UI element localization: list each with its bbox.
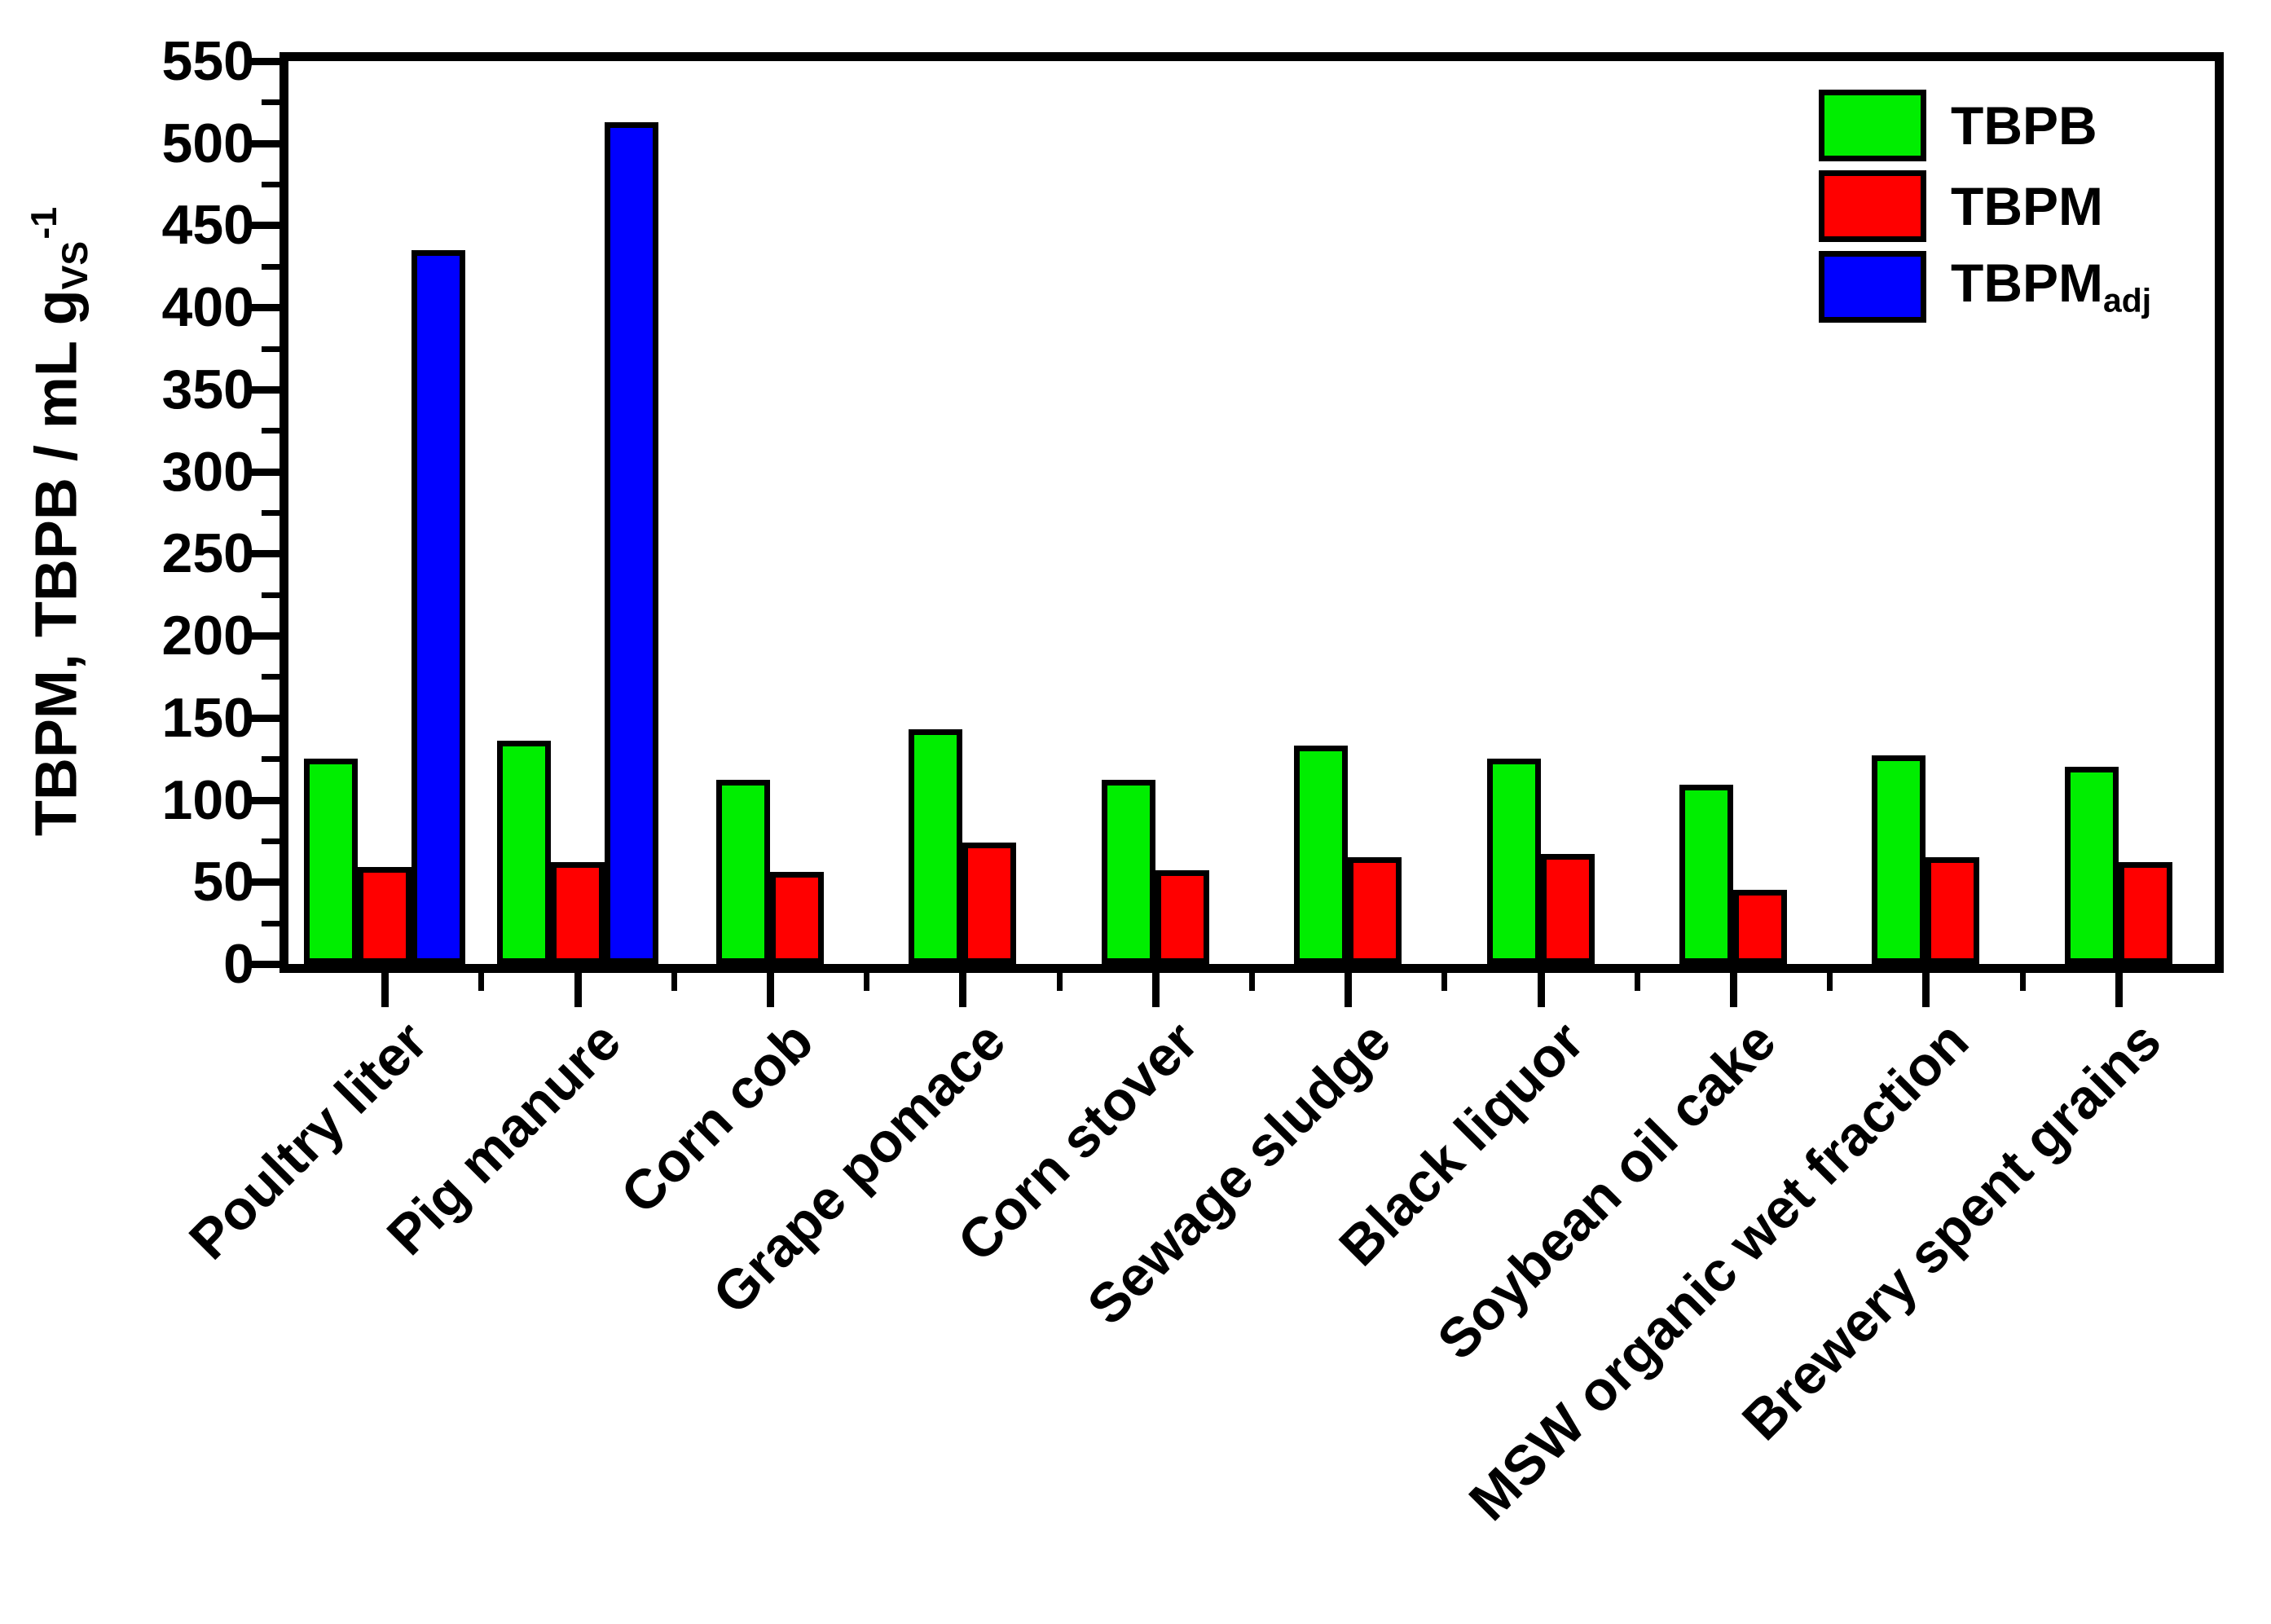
x-minor-tick: [1827, 973, 1833, 991]
y-tick-label: 550: [161, 30, 254, 92]
legend-item: TBPMadj: [1819, 251, 2151, 323]
x-tick: [1538, 973, 1545, 1007]
x-category-label: Soybean oil cake: [1425, 1010, 1788, 1372]
y-tick: [245, 715, 279, 722]
bar-tbpb-5: [1102, 780, 1155, 964]
y-minor-tick: [262, 346, 279, 352]
bar-tbpmadj-1: [412, 250, 465, 964]
legend: TBPB TBPM TBPMadj: [1819, 90, 2151, 323]
y-tick: [245, 632, 279, 640]
y-tick: [245, 386, 279, 394]
legend-label: TBPM: [1951, 176, 2103, 236]
y-minor-tick: [262, 99, 279, 105]
y-tick-label: 400: [161, 276, 254, 338]
bar-tbpb-4: [909, 729, 962, 964]
x-minor-tick: [1249, 973, 1255, 991]
bar-tbpmadj-2: [605, 122, 658, 964]
y-tick-label: 200: [161, 605, 254, 667]
y-minor-tick: [262, 510, 279, 516]
y-minor-tick: [262, 182, 279, 187]
bar-tbpm-6: [1348, 857, 1402, 964]
bar-tbpb-3: [716, 780, 770, 964]
bar-tbpm-3: [770, 872, 824, 964]
legend-swatch: [1819, 251, 1926, 323]
x-tick: [1922, 973, 1930, 1007]
y-tick: [245, 550, 279, 557]
y-tick-label: 450: [161, 194, 254, 256]
bar-tbpm-9: [1926, 857, 1979, 964]
y-minor-tick: [262, 674, 279, 680]
bar-tbpm-1: [358, 867, 412, 964]
y-minor-tick: [262, 592, 279, 598]
y-minor-tick: [262, 921, 279, 926]
x-minor-tick: [1635, 973, 1640, 991]
bar-tbpb-8: [1679, 785, 1733, 964]
bar-tbpm-10: [2119, 862, 2172, 964]
x-minor-tick: [864, 973, 869, 991]
y-tick-label: 300: [161, 441, 254, 503]
y-tick: [245, 878, 279, 886]
bar-tbpm-8: [1733, 890, 1787, 964]
x-minor-tick: [478, 973, 484, 991]
bar-tbpb-2: [497, 741, 551, 964]
y-tick: [245, 797, 279, 804]
y-minor-tick: [262, 838, 279, 844]
y-minor-tick: [262, 756, 279, 762]
y-tick-label: 100: [161, 769, 254, 831]
x-tick: [1345, 973, 1352, 1007]
x-minor-tick: [1441, 973, 1447, 991]
y-tick-label: 150: [161, 687, 254, 749]
y-tick: [245, 140, 279, 147]
y-minor-tick: [262, 428, 279, 434]
y-tick: [245, 58, 279, 65]
bar-tbpb-9: [1872, 755, 1926, 964]
x-tick: [767, 973, 774, 1007]
bar-tbpm-4: [962, 843, 1016, 964]
x-minor-tick: [671, 973, 677, 991]
x-tick: [959, 973, 966, 1007]
x-minor-tick: [1057, 973, 1063, 991]
bar-tbpm-2: [551, 862, 605, 964]
y-tick: [245, 961, 279, 968]
y-tick-label: 500: [161, 112, 254, 174]
y-tick: [245, 469, 279, 476]
legend-label: TBPB: [1951, 95, 2097, 156]
x-tick: [574, 973, 582, 1007]
bar-tbpb-6: [1294, 746, 1348, 964]
bar-tbpb-7: [1487, 759, 1541, 964]
y-axis-title: TBPM, TBPB / mL gVS-1: [8, 0, 95, 1173]
y-minor-tick: [262, 264, 279, 270]
legend-label: TBPMadj: [1951, 253, 2152, 319]
legend-swatch: [1819, 170, 1926, 242]
x-tick: [2115, 973, 2123, 1007]
x-tick: [1152, 973, 1160, 1007]
bar-tbpm-5: [1155, 870, 1209, 964]
legend-swatch: [1819, 90, 1926, 161]
y-tick: [245, 304, 279, 311]
y-tick: [245, 222, 279, 229]
x-tick: [381, 973, 389, 1007]
x-minor-tick: [2020, 973, 2026, 991]
bar-tbpb-10: [2065, 767, 2119, 964]
y-tick-label: 0: [223, 933, 254, 995]
y-tick-label: 50: [192, 851, 254, 913]
y-tick-label: 350: [161, 359, 254, 420]
x-tick: [1730, 973, 1737, 1007]
bar-tbpm-7: [1541, 854, 1595, 964]
bar-tbpb-1: [304, 759, 358, 964]
legend-item: TBPB: [1819, 90, 2151, 161]
y-tick-label: 250: [161, 522, 254, 584]
legend-item: TBPM: [1819, 170, 2151, 242]
